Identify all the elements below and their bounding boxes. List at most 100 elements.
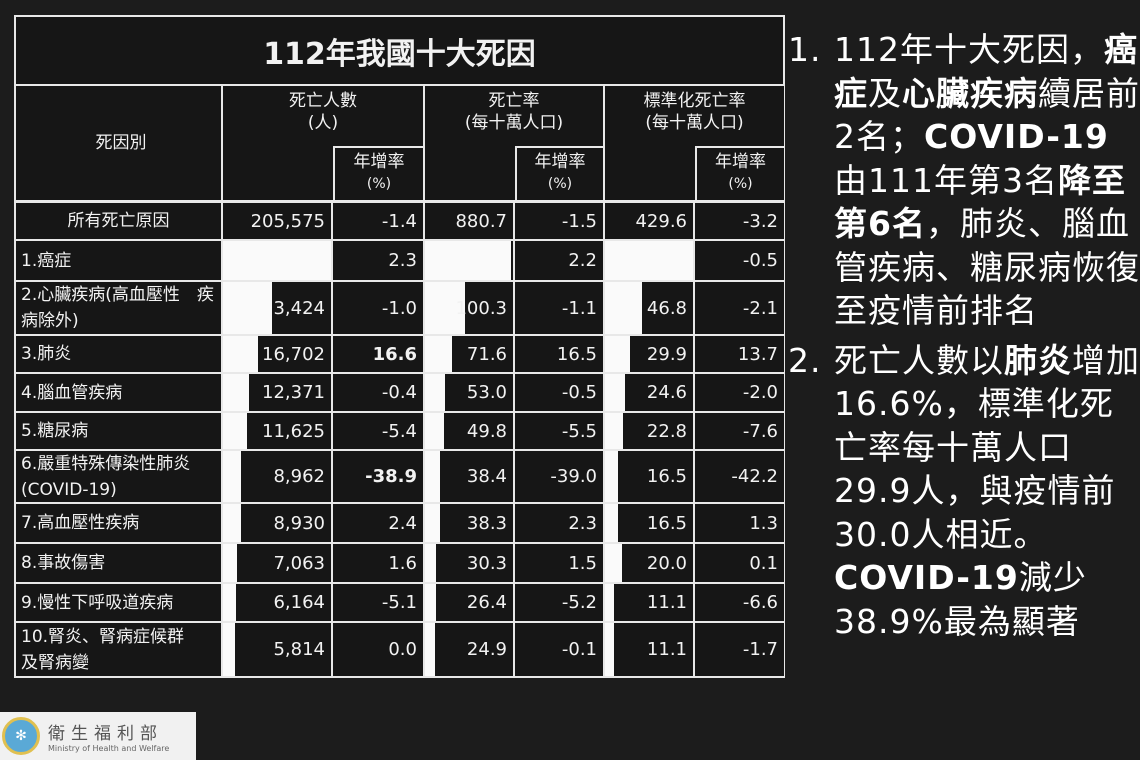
row-std-growth: -3.2 <box>695 203 784 239</box>
row-std: 11.1 <box>605 584 693 621</box>
value-bar <box>605 584 614 621</box>
row-rate-growth: -0.1 <box>515 623 603 676</box>
note-text-part: 112年十大死因， <box>834 30 1104 69</box>
row-cause: 3.肺炎 <box>16 336 221 372</box>
row-std-growth: -7.6 <box>695 413 784 449</box>
note-text-part: COVID-19 <box>834 558 1019 597</box>
note-text-part: COVID-19 <box>924 117 1109 156</box>
row-std: 20.0 <box>605 544 693 582</box>
header-deaths: 死亡人數 (人) <box>223 86 423 200</box>
row-cause: 4.腦血管疾病 <box>16 374 221 411</box>
value-bar <box>425 584 436 621</box>
row-rate-growth: 2.3 <box>515 504 603 542</box>
row-rate: 38.3 <box>425 504 513 542</box>
row-deaths: 16,702 <box>223 336 331 372</box>
value-bar <box>425 241 511 280</box>
value-bar <box>425 282 465 334</box>
note-text-part: 死亡人數以 <box>834 340 1004 380</box>
row-cause: 2.心臟疾病(高血壓性 疾病除外) <box>16 282 221 334</box>
row-std-growth: 0.1 <box>695 544 784 582</box>
row-rate-growth: 1.5 <box>515 544 603 582</box>
note-number: 1. <box>788 30 822 69</box>
note-text: 死亡人數以肺炎增加16.6%，標準化死亡率每十萬人口29.9人，與疫情前30.0… <box>834 339 1140 644</box>
row-deaths: 8,930 <box>223 504 331 542</box>
row-deaths <box>223 241 331 280</box>
row-std-growth: -2.1 <box>695 282 784 334</box>
row-std: 16.5 <box>605 451 693 502</box>
row-deaths: 3,424 <box>223 282 331 334</box>
header-growth: 年增率 (%) <box>695 146 784 200</box>
value-bar <box>605 451 618 502</box>
note-number: 2. <box>788 340 822 380</box>
row-rate <box>425 241 513 280</box>
value-bar <box>223 241 331 280</box>
row-std-growth: 1.3 <box>695 504 784 542</box>
row-rate: 38.4 <box>425 451 513 502</box>
row-rate-growth: 16.5 <box>515 336 603 372</box>
row-rate: 49.8 <box>425 413 513 449</box>
value-bar <box>605 336 630 372</box>
note-text-part: 續居前2名； <box>834 73 1140 157</box>
logo-english: Ministry of Health and Welfare <box>48 744 170 753</box>
header-cause: 死因別 <box>16 86 221 200</box>
table-title: 112年我國十大死因 <box>16 17 783 84</box>
row-std: 22.8 <box>605 413 693 449</box>
row-cause: 5.糖尿病 <box>16 413 221 449</box>
note-text-part: 增加16.6%，標準化死亡率每十萬人口29.9人，與疫情前30.0人相近。 <box>834 340 1140 554</box>
value-bar <box>425 413 444 449</box>
row-rate: 71.6 <box>425 336 513 372</box>
note-text-part: ，肺炎、腦血管疾病、糖尿病恢復至疫情前排名 <box>834 204 1140 330</box>
header-growth: 年增率 (%) <box>515 146 603 200</box>
row-rate-growth: -1.1 <box>515 282 603 334</box>
row-rate-growth: 2.2 <box>515 241 603 280</box>
value-bar <box>223 584 236 621</box>
value-bar <box>605 504 618 542</box>
row-rate: 880.7 <box>425 203 513 239</box>
row-deaths: 5,814 <box>223 623 331 676</box>
value-bar <box>223 544 237 582</box>
row-rate-growth: -39.0 <box>515 451 603 502</box>
row-deaths-growth: 0.0 <box>333 623 423 676</box>
row-std-growth: 13.7 <box>695 336 784 372</box>
row-std-growth: -6.6 <box>695 584 784 621</box>
value-bar <box>223 282 272 334</box>
value-bar <box>605 282 642 334</box>
row-deaths-growth: 2.3 <box>333 241 423 280</box>
row-deaths: 11,625 <box>223 413 331 449</box>
row-cause: 所有死亡原因 <box>16 203 221 239</box>
row-rate-growth: -1.5 <box>515 203 603 239</box>
row-cause: 8.事故傷害 <box>16 544 221 582</box>
logo-chinese: 衛生福利部 <box>48 724 163 744</box>
value-bar <box>605 241 693 280</box>
row-std-growth: -0.5 <box>695 241 784 280</box>
row-deaths: 205,575 <box>223 203 331 239</box>
value-bar <box>425 504 440 542</box>
note-text-part: 肺炎 <box>1004 340 1072 380</box>
row-std <box>605 241 693 280</box>
row-rate: 24.9 <box>425 623 513 676</box>
summary-notes: 1. 112年十大死因，癌症及心臟疾病續居前2名；COVID-19由111年第3名… <box>788 28 1140 643</box>
note-text-part: 降至第6名 <box>834 160 1126 244</box>
value-bar <box>425 623 435 676</box>
row-deaths: 7,063 <box>223 544 331 582</box>
row-rate: 26.4 <box>425 584 513 621</box>
row-deaths-growth: -1.0 <box>333 282 423 334</box>
row-std-growth: -42.2 <box>695 451 784 502</box>
value-bar <box>425 451 440 502</box>
note-text-part: 及 <box>868 73 902 113</box>
header-growth: 年增率 (%) <box>333 146 423 200</box>
value-bar <box>605 374 625 411</box>
row-rate-growth: -0.5 <box>515 374 603 411</box>
value-bar <box>223 623 235 676</box>
row-rate-growth: -5.2 <box>515 584 603 621</box>
note-text-part: 減少38.9%最為顯著 <box>834 558 1087 641</box>
row-deaths: 8,962 <box>223 451 331 502</box>
row-cause: 7.高血壓性疾病 <box>16 504 221 542</box>
row-deaths-growth: -38.9 <box>333 451 423 502</box>
row-std-growth: -1.7 <box>695 623 784 676</box>
note-text-part: 心臟疾病 <box>902 73 1038 113</box>
note-text: 112年十大死因，癌症及心臟疾病續居前2名；COVID-19 由111年第3名降至… <box>834 28 1140 333</box>
row-std: 29.9 <box>605 336 693 372</box>
row-cause: 1.癌症 <box>16 241 221 280</box>
value-bar <box>605 413 623 449</box>
